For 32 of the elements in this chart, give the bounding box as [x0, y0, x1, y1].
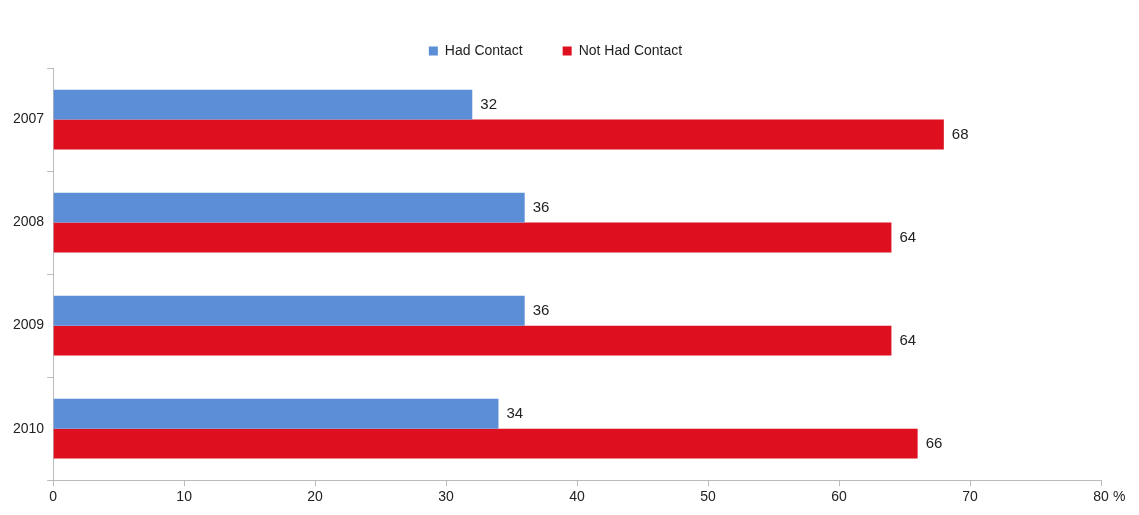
- bar: [53, 192, 525, 223]
- data-label: 36: [532, 197, 550, 215]
- x-tick-label: 50: [700, 488, 717, 505]
- x-tick-label: 0: [49, 488, 58, 505]
- bar: [53, 428, 918, 459]
- x-tick-label: 80: [1093, 488, 1109, 505]
- x-tick-label: 30: [438, 488, 455, 505]
- legend-label: Not Had Contact: [578, 41, 683, 58]
- bar: [53, 119, 944, 150]
- bar: [53, 295, 525, 326]
- legend-label: Had Contact: [444, 41, 523, 58]
- x-tick-label: 40: [569, 488, 586, 505]
- x-tick-label: 10: [176, 488, 193, 505]
- data-label: 68: [951, 124, 969, 142]
- bar: [53, 398, 499, 429]
- bar: [53, 325, 892, 356]
- data-label: 32: [480, 94, 497, 112]
- y-tick-label: 2008: [12, 213, 45, 230]
- data-label: 34: [506, 403, 524, 421]
- bar: [53, 89, 473, 120]
- y-tick-label: 2007: [12, 110, 45, 127]
- y-tick-label: 2009: [12, 316, 45, 333]
- x-tick-label: 20: [307, 488, 324, 505]
- x-tick-label: 70: [962, 488, 979, 505]
- x-tick-label: 60: [831, 488, 848, 505]
- y-tick-label: 2010: [12, 419, 45, 436]
- data-label: 64: [899, 227, 917, 245]
- bar: [53, 222, 892, 253]
- x-axis-title: %: [1113, 488, 1126, 505]
- data-label: 36: [532, 300, 550, 318]
- data-label: 64: [899, 330, 917, 348]
- data-label: 66: [925, 433, 943, 451]
